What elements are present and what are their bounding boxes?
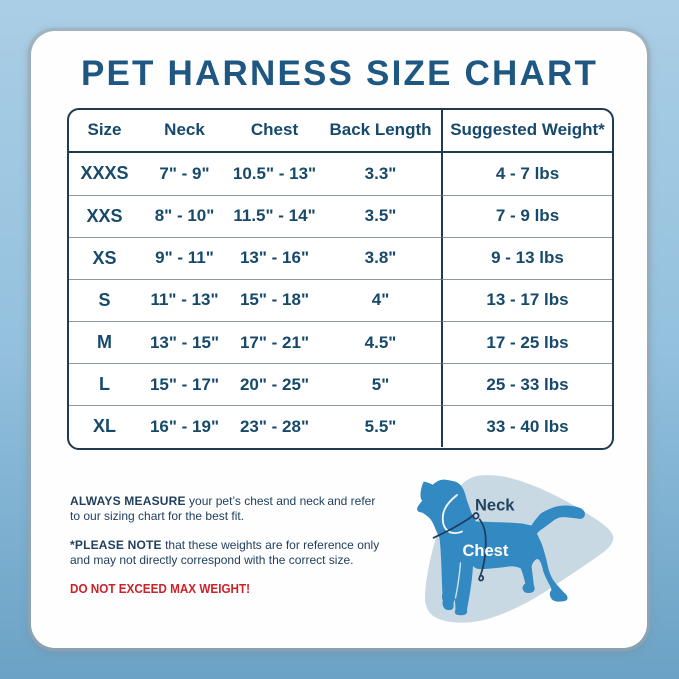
- svg-text:Chest: Chest: [463, 542, 509, 560]
- svg-text:Neck: Neck: [475, 497, 515, 515]
